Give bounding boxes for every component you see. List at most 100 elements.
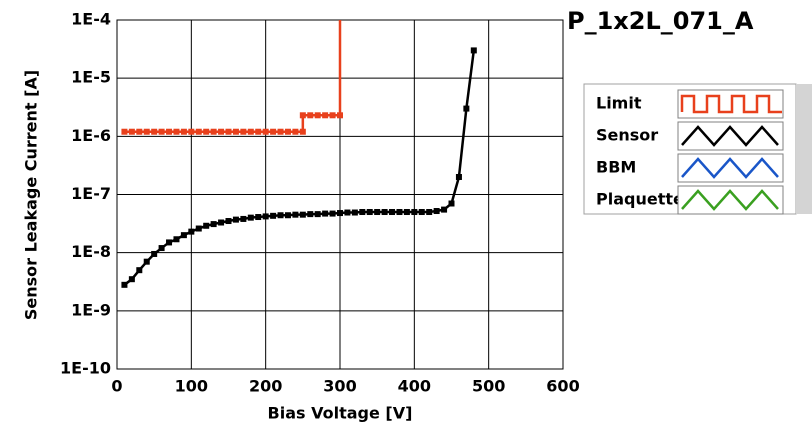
- point-marker: [232, 216, 239, 223]
- point-marker: [389, 209, 396, 216]
- x-tick-label: 0: [111, 377, 122, 396]
- point-marker: [374, 209, 381, 216]
- point-marker: [188, 228, 195, 235]
- point-marker: [277, 212, 284, 219]
- legend-line: [680, 94, 782, 114]
- point-marker: [292, 128, 299, 135]
- point-marker: [143, 258, 150, 265]
- point-marker: [158, 245, 165, 252]
- point-marker: [210, 221, 217, 228]
- point-marker: [225, 218, 232, 225]
- point-marker: [433, 208, 440, 215]
- x-axis-label: Bias Voltage [V]: [268, 404, 413, 423]
- point-marker: [270, 212, 277, 219]
- point-marker: [143, 128, 150, 135]
- legend-line: [681, 157, 779, 179]
- y-tick-label: 1E-9: [71, 300, 111, 319]
- point-marker: [218, 128, 225, 135]
- legend-line: [681, 125, 779, 147]
- point-marker: [463, 105, 470, 112]
- point-marker: [240, 215, 247, 222]
- x-tick-label: 100: [175, 377, 208, 396]
- point-marker: [203, 222, 210, 229]
- y-axis-label: Sensor Leakage Current [A]: [22, 70, 41, 320]
- point-marker: [136, 267, 143, 274]
- point-marker: [210, 128, 217, 135]
- point-marker: [307, 112, 314, 119]
- point-marker: [255, 214, 262, 221]
- point-marker: [299, 211, 306, 218]
- point-marker: [277, 128, 284, 135]
- x-tick-label: 400: [398, 377, 431, 396]
- y-tick-label: 1E-4: [71, 10, 111, 29]
- legend-swatch: [677, 89, 784, 119]
- point-marker: [403, 209, 410, 216]
- point-marker: [180, 128, 187, 135]
- point-marker: [166, 128, 173, 135]
- point-marker: [381, 209, 388, 216]
- y-tick-label: 1E-7: [71, 184, 111, 203]
- point-marker: [426, 209, 433, 216]
- point-marker: [195, 128, 202, 135]
- point-marker: [411, 209, 418, 216]
- point-marker: [195, 225, 202, 232]
- point-marker: [166, 239, 173, 246]
- point-marker: [203, 128, 210, 135]
- point-marker: [329, 112, 336, 119]
- point-marker: [128, 128, 135, 135]
- point-marker: [121, 281, 128, 288]
- point-marker: [441, 206, 448, 213]
- point-marker: [344, 209, 351, 216]
- x-tick-label: 500: [472, 377, 505, 396]
- point-marker: [418, 209, 425, 216]
- point-marker: [232, 128, 239, 135]
- point-marker: [337, 210, 343, 217]
- legend-scrollbar: [796, 84, 812, 214]
- point-marker: [292, 211, 299, 218]
- point-marker: [136, 128, 143, 135]
- point-marker: [240, 128, 247, 135]
- legend-line: [681, 189, 779, 211]
- point-marker: [396, 209, 403, 216]
- point-marker: [307, 211, 314, 218]
- x-tick-label: 600: [546, 377, 579, 396]
- y-tick-label: 1E-6: [71, 126, 111, 145]
- point-marker: [225, 128, 232, 135]
- point-marker: [151, 250, 158, 257]
- point-marker: [173, 236, 180, 243]
- point-marker: [366, 209, 373, 216]
- x-tick-label: 300: [323, 377, 356, 396]
- chart-title: P_1x2L_071_A: [567, 7, 754, 35]
- point-marker: [299, 112, 306, 119]
- point-marker: [188, 128, 195, 135]
- legend-swatch: [677, 121, 784, 151]
- point-marker: [151, 128, 158, 135]
- point-marker: [218, 219, 225, 226]
- y-tick-label: 1E-8: [71, 242, 111, 261]
- point-marker: [470, 47, 477, 54]
- point-marker: [247, 214, 254, 221]
- point-marker: [158, 128, 165, 135]
- point-marker: [128, 276, 135, 283]
- legend-label: Sensor: [596, 126, 658, 145]
- y-tick-label: 1E-10: [60, 359, 111, 378]
- point-marker: [255, 128, 262, 135]
- point-marker: [314, 211, 321, 218]
- x-tick-label: 200: [249, 377, 282, 396]
- legend-label: Limit: [596, 94, 642, 113]
- legend-label: Plaquette: [596, 190, 684, 209]
- point-marker: [270, 128, 277, 135]
- point-marker: [180, 232, 187, 239]
- point-marker: [262, 128, 269, 135]
- point-marker: [262, 213, 269, 220]
- point-marker: [173, 128, 180, 135]
- point-marker: [247, 128, 254, 135]
- point-marker: [314, 112, 321, 119]
- point-marker: [351, 209, 358, 216]
- point-marker: [322, 112, 329, 119]
- point-marker: [299, 128, 306, 135]
- point-marker: [455, 173, 462, 180]
- y-tick-label: 1E-5: [71, 68, 111, 87]
- point-marker: [121, 128, 128, 135]
